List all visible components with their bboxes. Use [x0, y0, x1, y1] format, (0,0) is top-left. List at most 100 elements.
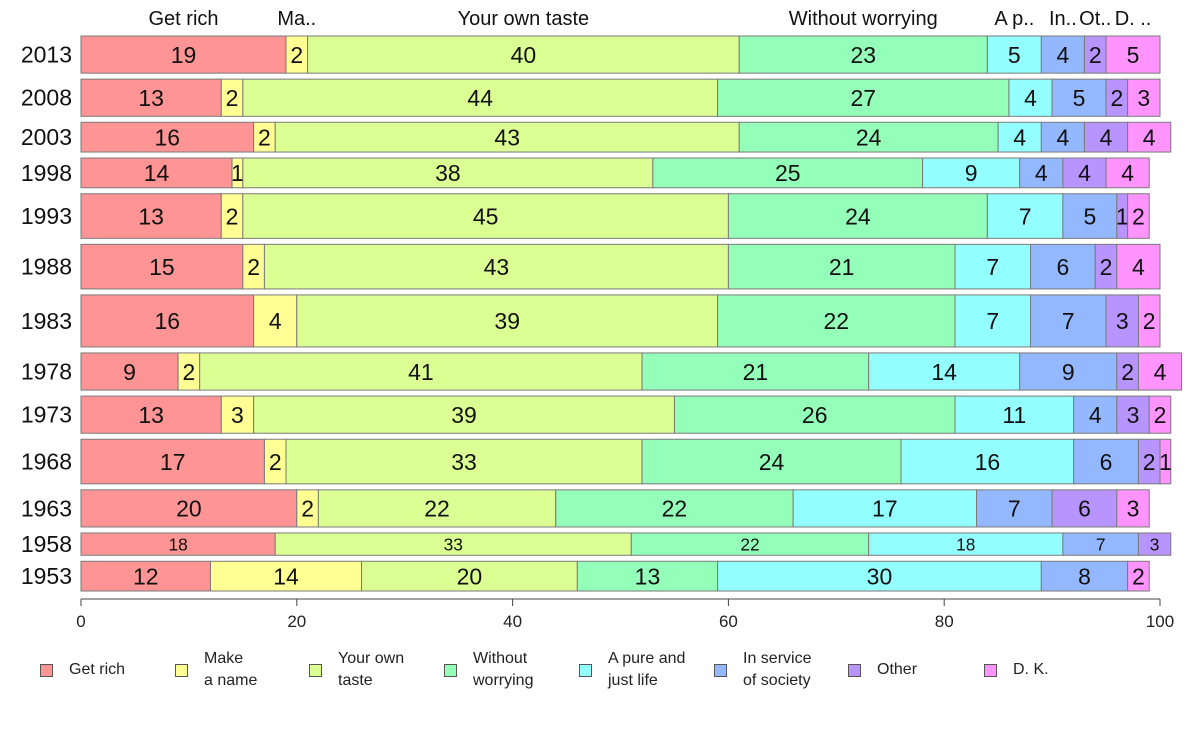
- bar-segment: [1105, 35, 1161, 74]
- bar-value-label: 22: [740, 534, 759, 554]
- bar-value-label: 2: [226, 203, 239, 229]
- bar-value-label: 13: [635, 563, 661, 589]
- legend: Get rich Make a name Your own taste Without…: [40, 648, 1104, 692]
- legend-swatch: [848, 663, 861, 677]
- year-label: 2008: [21, 85, 72, 111]
- bar-segment: [242, 193, 729, 239]
- bar-value-label: 20: [457, 563, 483, 589]
- bar-value-label: 17: [872, 496, 898, 522]
- bar-segment: [1127, 560, 1150, 592]
- legend-swatch: [984, 663, 997, 677]
- bar-segment: [986, 193, 1064, 239]
- bar-value-label: 22: [662, 496, 688, 522]
- bar-value-label: 2: [1154, 402, 1167, 428]
- bar-segment: [555, 489, 794, 528]
- bar-value-label: 5: [1083, 203, 1096, 229]
- bar-value-label: 7: [1008, 496, 1021, 522]
- bar-value-label: 45: [473, 203, 499, 229]
- bar-value-label: 4: [1013, 124, 1026, 150]
- legend-item: Without worrying: [444, 648, 579, 692]
- bar-segment: [1051, 489, 1118, 528]
- bar-segment: [900, 438, 1075, 485]
- bar-value-label: 14: [273, 563, 299, 589]
- bar-segment: [1127, 193, 1150, 239]
- legend-swatch: [40, 663, 53, 677]
- year-label: 1973: [21, 402, 72, 428]
- year-label: 1998: [21, 160, 72, 186]
- year-label: 1968: [21, 449, 72, 475]
- bar-value-label: 19: [171, 42, 197, 68]
- bar-value-label: 2: [1100, 254, 1113, 280]
- bar-segment: [80, 243, 244, 290]
- bar-value-label: 13: [138, 402, 164, 428]
- bar-value-label: 24: [856, 124, 882, 150]
- legend-label: In service of society: [743, 650, 812, 689]
- bar-segment: [296, 294, 719, 348]
- legend-label: Make a name: [204, 650, 258, 689]
- bar-value-label: 38: [435, 160, 461, 186]
- bar-segment: [1116, 395, 1150, 434]
- bar-segment: [1137, 294, 1161, 348]
- bar-value-label: 7: [986, 254, 999, 280]
- bar-segment: [1030, 243, 1096, 290]
- bar-value-label: 2: [1121, 359, 1134, 385]
- bar-segment: [673, 395, 956, 434]
- bar-segment: [738, 35, 988, 74]
- bar-value-label: 30: [867, 563, 893, 589]
- top-category-label: Get rich: [148, 8, 218, 30]
- bar-value-label: 1: [1116, 203, 1129, 229]
- bar-segment: [641, 352, 870, 391]
- x-tick-label: 40: [503, 612, 522, 631]
- bar-segment: [317, 489, 557, 528]
- bar-value-label: 7: [1062, 308, 1075, 334]
- x-tick-label: 60: [719, 612, 738, 631]
- bar-value-label: 4: [1154, 359, 1167, 385]
- bar-value-label: 24: [845, 203, 871, 229]
- bar-value-label: 2: [183, 359, 196, 385]
- bar-segment: [1105, 157, 1150, 189]
- bar-value-label: 4: [1132, 254, 1145, 280]
- bar-value-label: 7: [1019, 203, 1032, 229]
- bar-value-label: 1: [1159, 449, 1172, 475]
- bar-value-label: 5: [1073, 85, 1086, 111]
- bar-value-label: 13: [138, 203, 164, 229]
- top-category-label: Your own taste: [458, 8, 590, 30]
- x-tick-label: 0: [76, 612, 85, 631]
- year-label: 1953: [21, 563, 72, 589]
- bar-value-label: 14: [144, 160, 170, 186]
- bar-segment: [986, 35, 1042, 74]
- bar-value-label: 24: [759, 449, 785, 475]
- bar-segment: [307, 35, 740, 74]
- bar-value-label: 41: [408, 359, 434, 385]
- bar-value-label: 9: [123, 359, 136, 385]
- legend-swatch: [444, 663, 457, 677]
- bar-segment: [1008, 78, 1053, 117]
- x-tick-label: 20: [287, 612, 306, 631]
- bar-value-label: 6: [1078, 496, 1091, 522]
- bar-value-label: 2: [269, 449, 282, 475]
- legend-label: Other: [877, 661, 918, 678]
- bar-value-label: 23: [850, 42, 876, 68]
- bar-segment: [1062, 157, 1107, 189]
- legend-swatch: [714, 663, 727, 677]
- bar-value-label: 18: [956, 534, 975, 554]
- bar-value-label: 39: [451, 402, 477, 428]
- bar-segment: [80, 395, 222, 434]
- bar-value-label: 4: [1056, 42, 1069, 68]
- year-label: 1993: [21, 203, 72, 229]
- bar-value-label: 26: [802, 402, 828, 428]
- top-category-label: Without worrying: [789, 8, 938, 30]
- bar-segment: [1116, 243, 1161, 290]
- bar-segment: [199, 352, 643, 391]
- bar-value-label: 8: [1078, 563, 1091, 589]
- bar-segment: [1030, 294, 1107, 348]
- bar-segment: [1127, 78, 1161, 117]
- bar-value-label: 9: [1062, 359, 1075, 385]
- legend-item: A pure and just life: [579, 648, 714, 692]
- legend-label: A pure and just life: [608, 650, 686, 689]
- bar-value-label: 4: [269, 308, 282, 334]
- year-label: 1978: [21, 359, 72, 385]
- legend-label: D. K.: [1013, 661, 1049, 678]
- bar-segment: [727, 243, 956, 290]
